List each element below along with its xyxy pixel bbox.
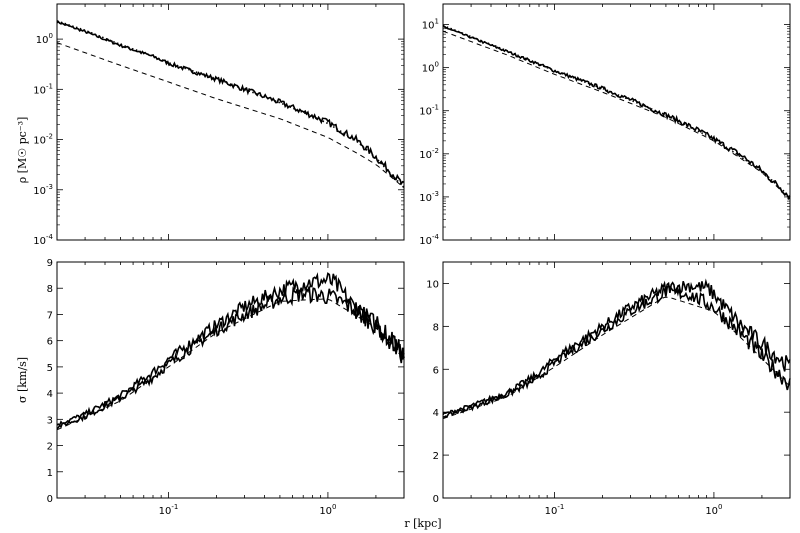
y-tick-label: 8: [433, 322, 439, 333]
y-tick-label: 10-2: [419, 147, 439, 161]
y-tick-label: 2: [47, 442, 53, 453]
y-tick-label: 3: [47, 415, 53, 426]
y-tick-label: 2: [433, 451, 439, 462]
x-minor-ticks: [56, 262, 405, 498]
x-minor-ticks: [442, 4, 791, 240]
x-minor-ticks: [56, 4, 405, 240]
series-dotted-line: [442, 24, 791, 198]
x-axis-label: r [kpc]: [404, 517, 441, 530]
series-noisy-line: [442, 285, 791, 418]
series-dashed-line: [442, 30, 791, 200]
series-dashed-line: [56, 42, 405, 189]
y-axis-label-density: ρ [M☉ pc⁻³]: [16, 117, 29, 184]
panel-bottom-right: 0 2 4 6 8 10 10-1 100: [426, 261, 791, 517]
panel-top-right: 101 100 10-1 10-2 10-3 10-4: [419, 3, 791, 247]
y-tick-label: 10: [426, 279, 439, 290]
y-tick-label: 8: [47, 284, 53, 295]
y-tick-label: 10-2: [33, 133, 53, 147]
y-axis-label-dispersion: σ [km/s]: [16, 357, 29, 403]
y-tick-label: 9: [47, 258, 53, 269]
y-tick-label: 101: [422, 18, 439, 32]
y-tick-label: 100: [422, 61, 439, 75]
panel-bottom-left: 0 1 2 3 4 5 6 7 8 9 10-1 100: [47, 258, 405, 517]
y-tick-label: 10-4: [33, 233, 53, 247]
y-tick-label: 5: [47, 363, 53, 374]
y-tick-label: 100: [36, 32, 53, 46]
y-tick-label: 4: [433, 408, 439, 419]
y-tick-label: 0: [433, 494, 439, 505]
series-dashed-line: [56, 298, 405, 431]
x-minor-ticks: [442, 262, 791, 498]
plot-frame: [442, 3, 791, 241]
y-tick-label: 1: [47, 468, 53, 479]
y-tick-label: 10-3: [419, 190, 439, 204]
plot-frame: [442, 261, 791, 499]
y-tick-label: 10-1: [419, 104, 439, 118]
series-dotted-line: [56, 20, 405, 189]
plot-frame: [56, 3, 405, 241]
plot-frame: [56, 261, 405, 499]
y-tick-label: 6: [433, 365, 439, 376]
y-tick-label: 10-4: [419, 233, 439, 247]
y-tick-label: 10-3: [33, 183, 53, 197]
series-noisy-line: [442, 278, 791, 416]
x-tick-label: 10-1: [545, 503, 565, 517]
x-tick-label: 100: [705, 503, 722, 517]
y-tick-label: 4: [47, 389, 53, 400]
series-noisy-line: [56, 20, 405, 186]
y-tick-label: 10-1: [33, 82, 53, 96]
y-tick-label: 7: [47, 310, 53, 321]
series-noisy-line: [442, 25, 791, 201]
series-noisy-line: [56, 272, 405, 427]
x-tick-label: 100: [319, 503, 336, 517]
y-tick-label: 6: [47, 337, 53, 348]
panel-top-left: 100 10-1 10-2 10-3 10-4: [33, 3, 405, 247]
x-tick-label: 10-1: [159, 503, 179, 517]
y-tick-label: 0: [47, 494, 53, 505]
series-noisy-line: [56, 286, 405, 430]
